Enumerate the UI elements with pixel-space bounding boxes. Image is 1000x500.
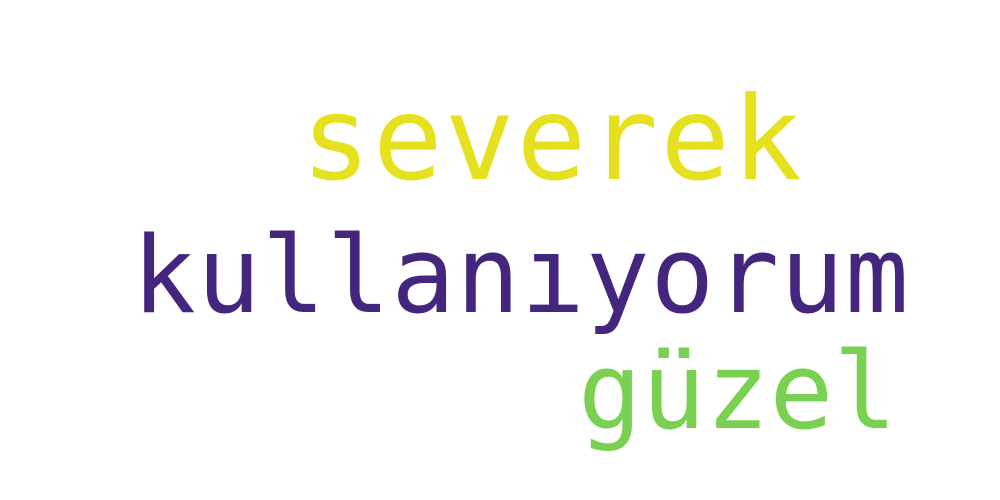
word-guzel: güzel (578, 330, 898, 453)
word-kullaniyorum: kullanıyorum (132, 214, 910, 337)
word-severek: severek (301, 72, 804, 207)
